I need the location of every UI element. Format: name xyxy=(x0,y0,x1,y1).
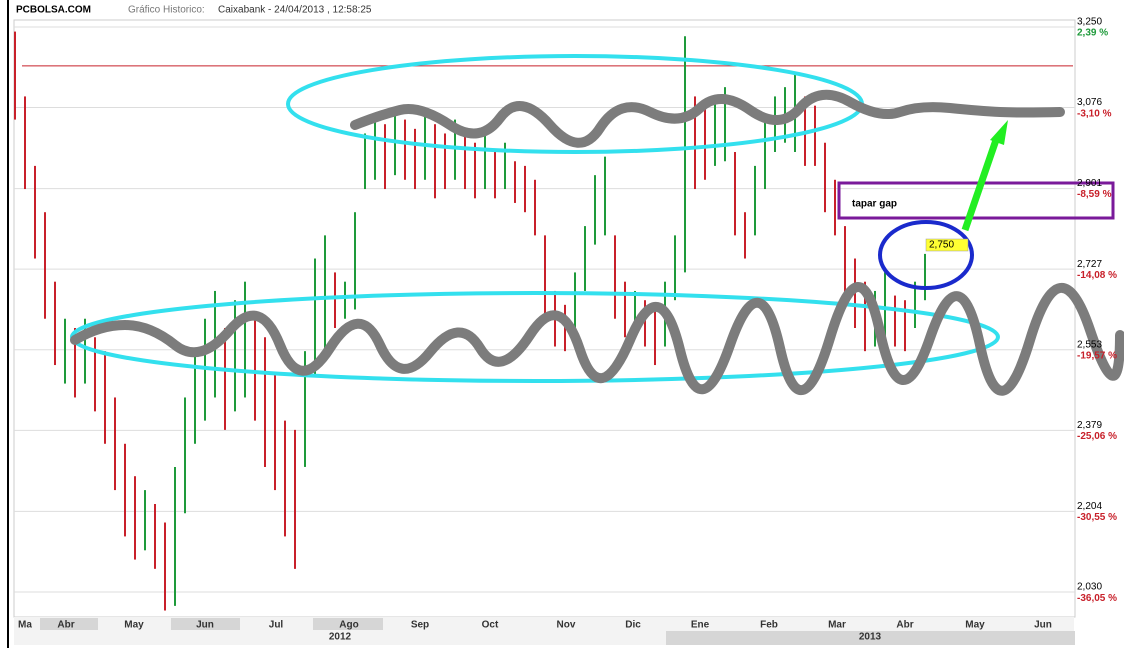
x-tick-label: Jun xyxy=(196,620,214,631)
x-tick-label: Ma xyxy=(18,620,32,631)
x-axis-shade xyxy=(313,618,383,630)
annotations: tapar gap 2,750 xyxy=(70,54,1124,396)
y-tick-label: 2,030 xyxy=(1077,582,1102,593)
site-name: PCBOLSA.COM xyxy=(16,5,91,16)
y2-tick-label: -3,10 % xyxy=(1077,108,1112,119)
x-tick-label: Jul xyxy=(269,620,284,631)
x-tick-label: Jun xyxy=(1034,620,1052,631)
x-tick-label: Abr xyxy=(57,620,74,631)
x-tick-label: Dic xyxy=(625,620,641,631)
year-label: 2013 xyxy=(859,632,882,643)
x-axis-shade xyxy=(40,618,98,630)
gap-box xyxy=(837,181,1115,220)
y-tick-label: 2,553 xyxy=(1077,339,1102,350)
x-tick-label: May xyxy=(124,620,144,631)
resistance-line xyxy=(350,89,1065,148)
x-tick-label: Sep xyxy=(411,620,429,631)
arrow-head xyxy=(990,120,1008,145)
y2-tick-label: -30,55 % xyxy=(1077,512,1117,523)
y2-tick-label: -25,06 % xyxy=(1077,431,1117,442)
y-tick-label: 2,379 xyxy=(1077,420,1102,431)
y-tick-label: 2,901 xyxy=(1077,178,1102,189)
arrow-shaft xyxy=(961,138,1000,232)
x-axis-shade xyxy=(666,631,1075,645)
y2-tick-label: -19,57 % xyxy=(1077,351,1117,362)
x-tick-label: Oct xyxy=(482,620,499,631)
price-label: 2,750 xyxy=(929,240,954,251)
x-tick-label: Mar xyxy=(828,620,846,631)
y2-tick-label: -14,08 % xyxy=(1077,270,1117,281)
x-tick-label: Nov xyxy=(557,620,576,631)
x-tick-label: Ago xyxy=(339,620,358,631)
chart-title: Caixabank - 24/04/2013 , 12:58:25 xyxy=(218,5,372,16)
y-tick-label: 2,204 xyxy=(1077,501,1102,512)
y2-tick-label: -36,05 % xyxy=(1077,593,1117,604)
y-tick-label: 2,727 xyxy=(1077,259,1102,270)
gap-text: tapar gap xyxy=(852,199,897,210)
y-tick-label: 3,250 xyxy=(1077,17,1102,28)
price-label-box xyxy=(925,238,969,252)
y2-tick-label: 2,39 % xyxy=(1077,28,1108,39)
x-tick-label: Feb xyxy=(760,620,778,631)
subtitle: Gráfico Historico: xyxy=(128,5,205,16)
x-tick-label: Abr xyxy=(896,620,913,631)
y2-tick-label: -8,59 % xyxy=(1077,189,1112,200)
x-tick-label: May xyxy=(965,620,985,631)
y-tick-label: 3,076 xyxy=(1077,97,1102,108)
x-axis-shade xyxy=(171,618,240,630)
circle xyxy=(878,220,974,290)
x-tick-label: Ene xyxy=(691,620,710,631)
year-label: 2012 xyxy=(329,632,352,643)
support-line xyxy=(70,282,1124,396)
